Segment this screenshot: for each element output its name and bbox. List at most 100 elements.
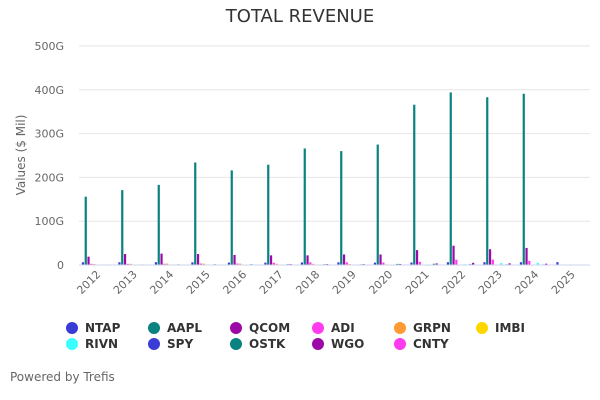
y-tick-label: 300G: [34, 128, 64, 141]
bar-rivn-2023[interactable]: [500, 263, 503, 265]
bar-adi-2017[interactable]: [272, 262, 275, 265]
bar-qcom-2015[interactable]: [196, 254, 200, 265]
legend-item-aapl[interactable]: AAPL: [148, 320, 202, 336]
x-tick-label: 2025: [549, 268, 578, 297]
bar-adi-2012[interactable]: [90, 263, 93, 265]
legend-marker-icon: [66, 338, 78, 350]
bar-aapl-2020[interactable]: [376, 144, 379, 265]
bar-qcom-2014[interactable]: [160, 253, 163, 265]
x-tick-label: 2012: [74, 268, 103, 297]
bar-aapl-2022[interactable]: [449, 92, 452, 266]
x-tick-label: 2014: [147, 268, 176, 297]
bar-qcom-2021[interactable]: [415, 250, 419, 265]
bar-ostk-2021[interactable]: [432, 263, 435, 265]
bar-wgo-2024[interactable]: [545, 263, 548, 265]
bar-adi-2022[interactable]: [455, 259, 458, 265]
bar-qcom-2013[interactable]: [123, 254, 127, 265]
bar-grpn-2018[interactable]: [312, 263, 315, 265]
legend-label: QCOM: [249, 321, 291, 335]
bar-ntap-2020[interactable]: [373, 262, 377, 265]
legend-label: CNTY: [413, 337, 449, 351]
legend-label: GRPN: [413, 321, 451, 335]
legend-item-rivn[interactable]: RIVN: [66, 336, 118, 352]
bar-aapl-2016[interactable]: [230, 170, 233, 265]
bar-adi-2013[interactable]: [126, 263, 129, 265]
bar-ntap-2013[interactable]: [118, 262, 121, 265]
legend-marker-icon: [394, 322, 406, 334]
bar-grpn-2016[interactable]: [239, 263, 242, 265]
bar-ntap-2014[interactable]: [154, 262, 158, 265]
bar-qcom-2020[interactable]: [379, 254, 382, 265]
legend-item-adi[interactable]: ADI: [312, 320, 355, 336]
bar-qcom-2018[interactable]: [306, 255, 309, 265]
legend-marker-icon: [476, 322, 488, 334]
bar-grpn-2017[interactable]: [275, 263, 278, 265]
legend-item-spy[interactable]: SPY: [148, 336, 193, 352]
bar-ntap-2025[interactable]: [556, 262, 559, 265]
bar-adi-2020[interactable]: [382, 262, 385, 265]
bar-wgo-2022[interactable]: [472, 262, 475, 265]
x-tick-label: 2022: [439, 268, 468, 297]
bar-wgo-2020[interactable]: [399, 263, 402, 265]
bar-adi-2016[interactable]: [236, 263, 239, 265]
bar-ntap-2021[interactable]: [410, 262, 413, 266]
bar-ntap-2016[interactable]: [227, 262, 231, 265]
bar-qcom-2012[interactable]: [87, 256, 90, 265]
bar-ntap-2022[interactable]: [446, 262, 450, 265]
bar-adi-2023[interactable]: [491, 259, 494, 265]
y-tick-label: 100G: [34, 215, 64, 228]
bar-qcom-2017[interactable]: [269, 255, 273, 265]
legend-label: OSTK: [249, 337, 286, 351]
bar-qcom-2024[interactable]: [525, 247, 528, 265]
bar-adi-2014[interactable]: [163, 263, 166, 265]
bar-ntap-2018[interactable]: [300, 262, 304, 265]
bar-adi-2021[interactable]: [418, 261, 421, 265]
bar-ntap-2017[interactable]: [264, 262, 267, 265]
bar-wgo-2021[interactable]: [435, 263, 438, 265]
bar-aapl-2015[interactable]: [194, 162, 197, 265]
bar-adi-2018[interactable]: [309, 262, 312, 265]
legend-item-cnty[interactable]: CNTY: [394, 336, 449, 352]
bar-ntap-2023[interactable]: [483, 262, 486, 265]
bar-grpn-2013[interactable]: [129, 263, 132, 265]
gridlines: [79, 45, 590, 222]
legend-item-imbi[interactable]: IMBI: [476, 320, 525, 336]
bar-aapl-2018[interactable]: [303, 148, 306, 265]
legend-item-wgo[interactable]: WGO: [312, 336, 364, 352]
legend-marker-icon: [66, 322, 78, 334]
legend-item-ostk[interactable]: OSTK: [230, 336, 285, 352]
bar-ntap-2019[interactable]: [337, 262, 340, 265]
bar-grpn-2014[interactable]: [166, 263, 169, 265]
legend-marker-icon: [312, 338, 324, 350]
bar-grpn-2015[interactable]: [202, 263, 205, 265]
powered-by-credit[interactable]: Powered by Trefis: [10, 370, 115, 384]
bar-ntap-2024[interactable]: [519, 262, 523, 265]
bar-ntap-2012[interactable]: [81, 262, 85, 265]
legend-label: AAPL: [167, 321, 203, 335]
bar-adi-2019[interactable]: [345, 262, 348, 265]
bar-adi-2024[interactable]: [528, 260, 531, 265]
bar-ostk-2020[interactable]: [396, 263, 399, 265]
bar-ntap-2015[interactable]: [191, 262, 194, 265]
bar-rivn-2024[interactable]: [536, 262, 539, 265]
bar-aapl-2019[interactable]: [340, 151, 343, 265]
x-tick-label: 2018: [293, 268, 322, 297]
legend-item-ntap[interactable]: NTAP: [66, 320, 120, 336]
bar-grpn-2012[interactable]: [93, 263, 96, 265]
legend-item-qcom[interactable]: QCOM: [230, 320, 290, 336]
bar-aapl-2012[interactable]: [84, 196, 87, 265]
bar-qcom-2023[interactable]: [488, 249, 492, 265]
bar-adi-2015[interactable]: [199, 263, 202, 265]
bar-aapl-2023[interactable]: [486, 97, 489, 265]
bar-qcom-2019[interactable]: [342, 254, 346, 265]
bar-aapl-2017[interactable]: [267, 164, 270, 265]
bar-qcom-2022[interactable]: [452, 245, 455, 265]
bar-aapl-2013[interactable]: [121, 190, 124, 265]
legend-marker-icon: [148, 338, 160, 350]
bar-aapl-2024[interactable]: [522, 93, 525, 266]
bar-aapl-2014[interactable]: [157, 184, 160, 265]
bar-qcom-2016[interactable]: [233, 254, 236, 265]
bar-wgo-2023[interactable]: [508, 263, 511, 265]
legend-item-grpn[interactable]: GRPN: [394, 320, 451, 336]
bar-aapl-2021[interactable]: [413, 104, 416, 265]
